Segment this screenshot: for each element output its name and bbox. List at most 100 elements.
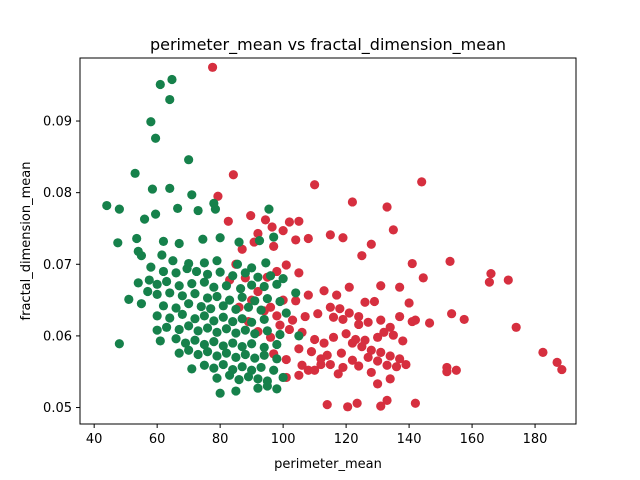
scatter-point [231,352,241,362]
scatter-point [212,373,222,383]
scatter-point [511,322,521,332]
scatter-point [294,344,304,354]
scatter-point [354,311,364,322]
scatter-point [395,282,405,292]
scatter-point [139,214,150,224]
scatter-point [247,317,257,327]
scatter-point [240,325,250,335]
scatter-point [398,336,408,346]
scatter-point [319,338,329,348]
scatter-point [234,237,244,247]
scatter-point [190,335,200,345]
scatter-point [325,302,335,312]
scatter-point [228,338,238,348]
x-tick-label: 120 [334,432,359,447]
y-tick-label: 0.06 [43,329,72,344]
scatter-point [259,281,269,292]
scatter-point [385,322,395,332]
scatter-point [250,329,260,339]
scatter-point [150,209,161,219]
chart-title: perimeter_mean vs fractal_dimension_mean [150,35,506,55]
scatter-point [310,334,320,345]
scatter-point [209,363,219,373]
scatter-point [146,117,156,127]
scatter-point [303,365,313,375]
scatter-point [212,327,222,337]
scatter-point [254,236,265,246]
scatter-point [247,263,257,273]
scatter-point [243,302,254,312]
scatter-point [269,232,279,242]
x-tick-label: 80 [212,432,229,447]
y-tick-label: 0.09 [43,115,72,130]
y-tick-label: 0.08 [43,186,72,201]
scatter-point [223,216,233,226]
scatter-point [152,325,162,335]
scatter-point [184,321,194,331]
scatter-point [240,268,250,278]
scatter-point [207,62,218,72]
scatter-point [231,304,241,314]
scatter-point [269,241,279,251]
scatter-point [155,79,165,90]
scatter-point [173,203,183,214]
scatter-point [193,349,203,360]
scatter-point [281,354,291,365]
scatter-point [407,258,417,269]
scatter-point [303,233,313,244]
scatter-point [236,284,246,294]
scatter-point [182,263,192,274]
scatter-point [391,362,402,372]
scatter-point [338,362,348,373]
scatter-point [306,347,317,357]
scatter-point [190,289,200,299]
scatter-point [316,354,326,364]
scatter-point [199,258,209,268]
scatter-point [237,292,247,302]
scatter-point [278,372,288,383]
scatter-point [313,309,323,319]
scatter-point [213,191,223,201]
scatter-point [209,282,219,292]
scatter-point [404,298,414,308]
scatter-point [294,268,304,278]
scatter-point [253,374,263,384]
scatter-point [240,349,250,360]
y-tick-label: 0.05 [43,401,72,416]
scatter-point [297,360,307,370]
x-tick-label: 60 [149,432,166,447]
scatter-point [272,339,282,350]
x-tick-label: 180 [523,432,548,447]
scatter-point [212,256,222,266]
x-axis-label: perimeter_mean [274,457,382,472]
scatter-point [199,339,209,350]
scatter-point [215,267,225,277]
scatter-point [124,294,134,304]
scatter-point [193,326,203,336]
scatter-point [269,365,279,375]
scatter-point [275,296,285,307]
scatter-point [325,359,335,370]
scatter-point [202,269,213,279]
scatter-point [243,372,254,382]
scatter-point [212,351,222,361]
scatter-point [272,354,282,364]
y-axis: 0.05 0.06 0.07 0.08 0.09 [43,115,80,416]
scatter-point [347,197,358,207]
scatter-point [294,331,304,341]
scatter-point [190,314,200,324]
scatter-point [357,342,367,352]
scatter-point [259,350,269,360]
scatter-point [395,311,405,322]
scatter-point [265,271,276,281]
scatter-point [234,374,244,385]
scatter-point [114,339,124,349]
scatter-point [218,312,228,322]
scatter-point [442,367,452,377]
scatter-point [218,301,228,311]
scatter-point [165,313,175,323]
scatter-point [281,260,291,270]
scatter-point [102,200,112,211]
scatter-point [259,342,269,352]
scatter-point [253,383,263,393]
